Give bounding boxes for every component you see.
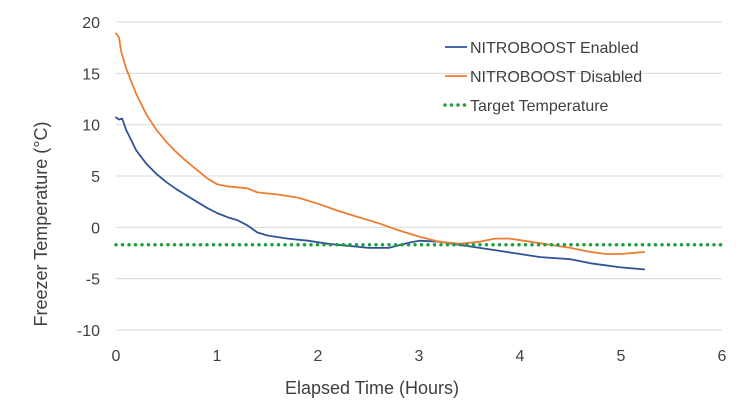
y-tick-label: -10: [77, 323, 100, 340]
legend: NITROBOOST Enabled NITROBOOST Disabled Tar…: [443, 40, 642, 115]
x-tick-label: 4: [516, 348, 525, 365]
series-lines: [114, 32, 724, 271]
legend-label-1: NITROBOOST Disabled: [470, 69, 642, 86]
x-axis-title: Elapsed Time (Hours): [285, 378, 459, 398]
x-tick-labels: 0 1 2 3 4 5 6: [112, 348, 727, 365]
legend-label-2: Target Temperature: [470, 98, 609, 115]
series-line-0: [115, 116, 646, 271]
y-tick-label: -5: [86, 272, 100, 289]
series-line-1: [115, 32, 646, 255]
gridlines: [116, 21, 722, 331]
x-tick-label: 1: [213, 348, 222, 365]
y-tick-label: 15: [82, 66, 100, 83]
legend-label-0: NITROBOOST Enabled: [470, 40, 639, 57]
y-tick-labels: -10 -5 0 5 10 15 20: [77, 15, 100, 340]
x-tick-label: 3: [415, 348, 424, 365]
y-tick-label: 5: [91, 169, 100, 186]
y-tick-label: 10: [82, 118, 100, 135]
x-tick-label: 6: [718, 348, 727, 365]
y-axis-title: Freezer Temperature (°C): [31, 122, 51, 327]
x-tick-label: 0: [112, 348, 121, 365]
x-tick-label: 2: [314, 348, 323, 365]
y-tick-label: 0: [91, 220, 100, 237]
y-tick-label: 20: [82, 15, 100, 32]
x-tick-label: 5: [617, 348, 626, 365]
